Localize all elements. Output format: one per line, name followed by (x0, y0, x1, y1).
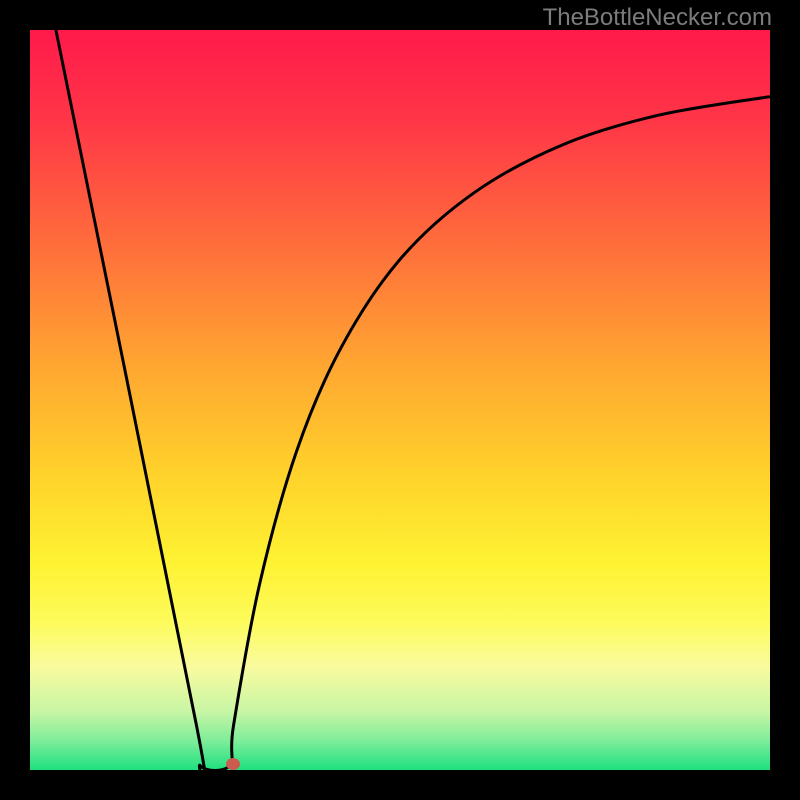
chart-frame: TheBottleNecker.com (0, 0, 800, 800)
plot-area (30, 30, 770, 770)
bottleneck-curve (30, 30, 770, 770)
optimal-point-marker (226, 758, 240, 770)
curve-path (56, 30, 770, 770)
watermark-text: TheBottleNecker.com (543, 4, 772, 32)
